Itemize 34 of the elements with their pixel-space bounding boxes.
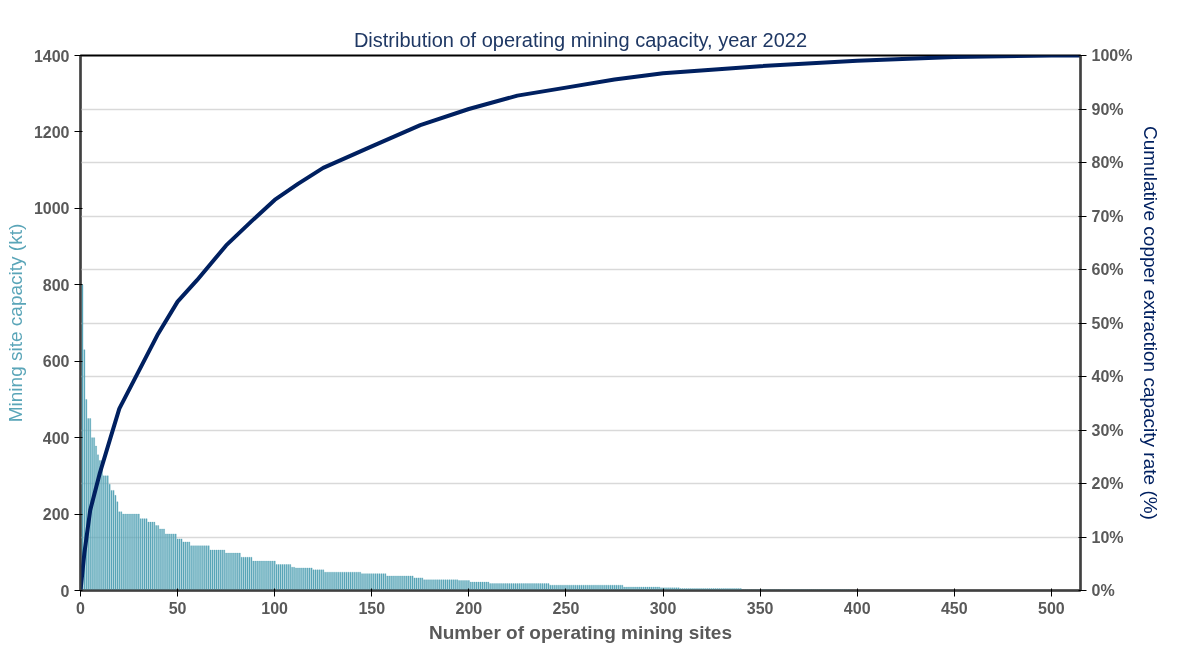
y2-tick-label: 100%	[1091, 47, 1133, 64]
y2-tick-label: 30%	[1091, 421, 1124, 439]
y2-tick-label: 80%	[1091, 154, 1124, 171]
x-tick-label: 50	[168, 599, 187, 617]
x-tick-label: 100	[261, 599, 289, 617]
y2-axis-title: Cumulative copper extraction capacity rate (%)	[1140, 126, 1162, 520]
y-tick-label: 0	[60, 582, 70, 600]
y-tick-label: 600	[42, 353, 70, 371]
x-tick-label: 350	[746, 599, 774, 617]
x-tick-label: 400	[843, 599, 871, 617]
x-tick-label: 200	[455, 599, 483, 617]
y-tick-label: 1000	[33, 200, 70, 218]
x-tick-label: 300	[649, 599, 677, 617]
x-tick-label: 450	[940, 599, 968, 617]
y2-tick-label: 0%	[1091, 582, 1115, 599]
y-tick-label: 200	[42, 506, 70, 524]
y-axis-title: Mining site capacity (kt)	[4, 223, 26, 423]
y2-tick-label: 70%	[1091, 207, 1124, 225]
x-tick-label: 0	[76, 599, 86, 617]
x-tick-label: 150	[358, 599, 386, 617]
y2-tick-label: 20%	[1091, 475, 1124, 492]
y2-tick-label: 60%	[1091, 261, 1124, 278]
y2-tick-label: 10%	[1091, 528, 1124, 546]
y-tick-label: 400	[42, 429, 70, 447]
y2-tick-label: 40%	[1091, 368, 1124, 385]
y2-tick-label: 50%	[1091, 314, 1124, 332]
x-tick-label: 500	[1038, 599, 1065, 617]
x-tick-label: 250	[552, 599, 580, 617]
y-tick-label: 1400	[33, 47, 70, 65]
y2-tick-label: 90%	[1091, 100, 1124, 118]
x-axis-title: Number of operating mining sites	[429, 621, 732, 643]
y-tick-label: 1200	[33, 123, 70, 141]
chart-title: Distribution of operating mining capacity, year 2022	[353, 28, 808, 51]
y-tick-label: 800	[42, 276, 70, 294]
